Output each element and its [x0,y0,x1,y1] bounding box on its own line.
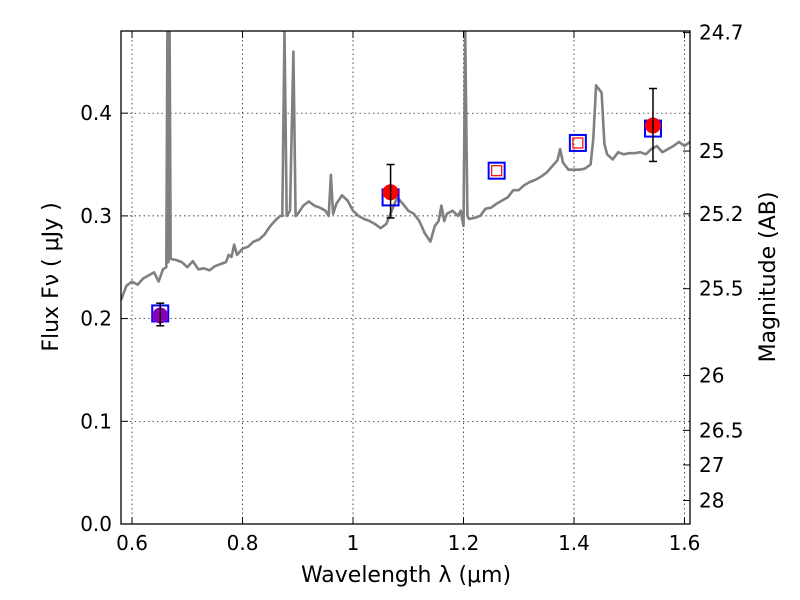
y-tick-label: 0.2 [80,307,112,331]
data-point-open-square-small [572,137,584,149]
y-tick-label: 0.4 [80,101,112,125]
x-tick-label: 0.6 [116,531,148,555]
model-spectrum-line [121,31,690,301]
y-tick-label: 0.0 [80,512,112,536]
y2-tick-label: 27 [699,453,724,477]
y2-tick-label: 25 [699,139,724,163]
x-tick-label: 1.2 [448,531,480,555]
x-tick-label: 1.4 [558,531,590,555]
data-point-open-square [568,133,587,152]
model-spectrum-layer [121,31,690,301]
y2-tick-label: 25.5 [699,277,744,301]
x-tick-label: 1 [347,531,360,555]
data-point-open-square [487,161,506,180]
y2-axis-title: Magnitude (AB) [756,192,781,363]
grid-layer [121,31,690,524]
y-tick-label: 0.3 [80,204,112,228]
y2-tick-label: 26 [699,364,724,388]
x-tick-label: 0.8 [227,531,259,555]
x-axis-title: Wavelength λ (μm) [301,563,511,588]
y2-tick-label: 24.7 [699,21,744,45]
y-tick-label: 0.1 [80,409,112,433]
x-tick-label: 1.6 [669,531,701,555]
y-axis-title: Flux Fν ( μJy ) [39,202,64,351]
y2-tick-label: 26.5 [699,418,744,442]
ticks-layer: 0.6 0.8 1 1.2 1.4 1.6 0.0 0.1 0.2 0.3 0.4 24.7 25 25.… [80,21,743,555]
photometry-marks-layer [151,87,662,327]
y2-tick-label: 28 [699,488,724,512]
y2-tick-label: 25.2 [699,202,744,226]
data-point-open-square-small [491,165,503,177]
plot-frame [120,30,691,525]
